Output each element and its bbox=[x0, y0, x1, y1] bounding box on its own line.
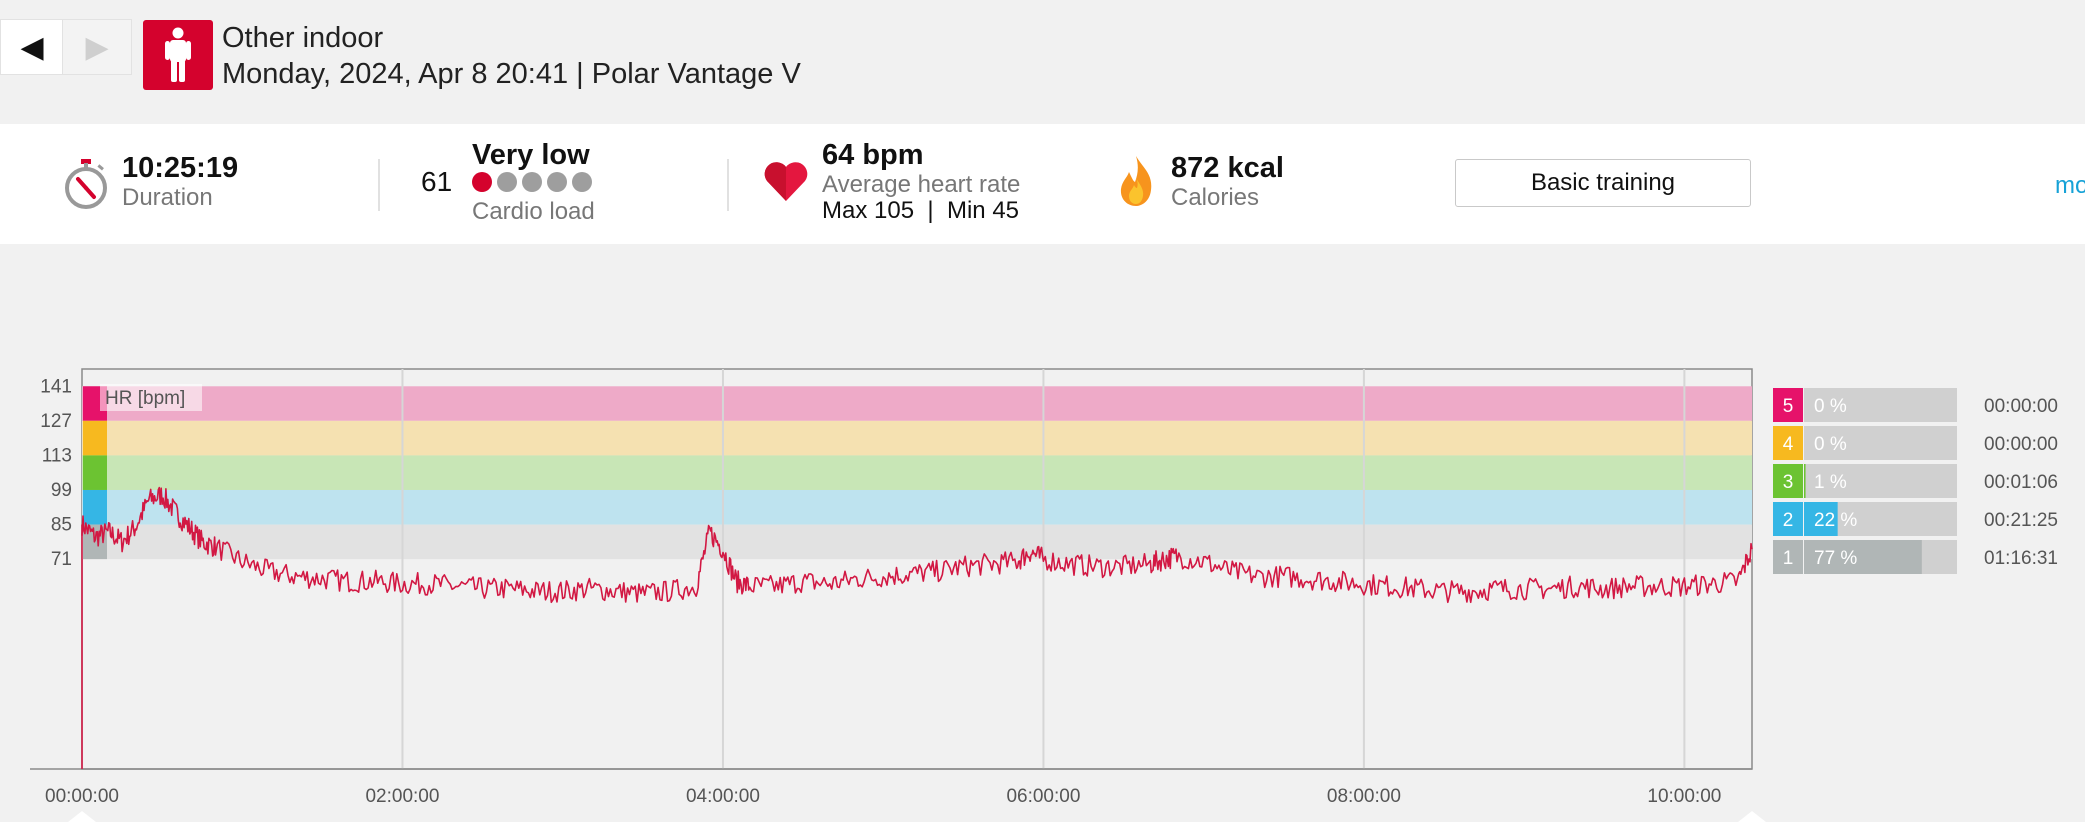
session-meta: Monday, 2024, Apr 8 20:41 | Polar Vantag… bbox=[222, 58, 801, 90]
person-standing-icon bbox=[143, 20, 213, 90]
x-tick-label: 08:00:00 bbox=[1327, 786, 1401, 807]
stopwatch-icon bbox=[62, 157, 110, 211]
cardio-load-label: Cardio load bbox=[472, 198, 595, 225]
range-handle-left[interactable] bbox=[68, 811, 96, 822]
zone-bar-track bbox=[1804, 426, 1957, 460]
x-tick-label: 00:00:00 bbox=[45, 786, 119, 807]
hr-series bbox=[81, 486, 1753, 769]
zone-bar-track bbox=[1804, 388, 1957, 422]
more-link[interactable]: mo bbox=[2055, 172, 2085, 199]
zone-band-3 bbox=[82, 455, 1752, 490]
cardio-load-dot bbox=[572, 172, 592, 192]
duration-label: Duration bbox=[122, 184, 213, 211]
x-tick-label: 06:00:00 bbox=[1006, 786, 1080, 807]
sport-name: Other indoor bbox=[222, 22, 384, 54]
zone-percent: 77 % bbox=[1814, 548, 1857, 569]
zone-band-4 bbox=[82, 420, 1752, 456]
hr-max: Max 105 bbox=[822, 197, 915, 224]
x-ticks: 00:00:00 02:00:00 04:00:00 06:00:00 08:00:00… bbox=[45, 786, 1721, 807]
zone-percent: 1 % bbox=[1814, 472, 1847, 493]
zone-badge-3 bbox=[1773, 464, 1803, 498]
grid-lines bbox=[401, 369, 1686, 769]
zone-number: 1 bbox=[1783, 548, 1794, 569]
hr-max-min: Max 105 | Min 45 bbox=[822, 197, 1019, 225]
y-tick-label: 141 bbox=[40, 376, 72, 397]
hr-chart: 141 127 113 99 85 71 00:00:00 02:00:00 04:00:00… bbox=[30, 368, 2058, 822]
zone-number: 3 bbox=[1783, 472, 1794, 493]
zone-percent: 0 % bbox=[1814, 434, 1847, 455]
y-tick-label: 113 bbox=[42, 445, 72, 466]
training-benefit-button[interactable]: Basic training bbox=[1455, 159, 1751, 207]
cardio-load-value: 61 bbox=[421, 166, 453, 197]
zone-badge-2 bbox=[1773, 502, 1803, 536]
zone-time: 00:00:00 bbox=[1984, 396, 2058, 417]
cardio-load-level: Very low bbox=[472, 139, 590, 171]
x-tick-label: 02:00:00 bbox=[365, 786, 439, 807]
cardio-load-dot bbox=[472, 172, 492, 192]
zone-time: 00:00:00 bbox=[1984, 434, 2058, 455]
zone-bar-track bbox=[1804, 464, 1957, 498]
zone-marker-3 bbox=[83, 455, 107, 490]
zone-bar-fill bbox=[1804, 464, 1806, 498]
zone-summary-panel: 5 0 % 00:00:00 4 0 % 00:00:00 3 1 % 00:01:06 2 22 … bbox=[1773, 388, 2058, 574]
back-button[interactable]: ◀ bbox=[0, 19, 64, 75]
cardio-load-dot bbox=[522, 172, 542, 192]
cardio-load-dot bbox=[547, 172, 567, 192]
range-handle-right[interactable] bbox=[1738, 811, 1766, 822]
zone-percent: 0 % bbox=[1814, 396, 1847, 417]
divider bbox=[727, 159, 729, 211]
zone-time: 00:21:25 bbox=[1984, 510, 2058, 531]
duration-value: 10:25:19 bbox=[122, 152, 239, 184]
hr-min: Min 45 bbox=[946, 197, 1020, 224]
zone-number: 4 bbox=[1783, 434, 1794, 455]
cardio-load-dot bbox=[497, 172, 517, 192]
hr-separator: | bbox=[927, 197, 934, 224]
zone-badge-4 bbox=[1773, 426, 1803, 460]
zone-percent: 22 % bbox=[1814, 510, 1857, 531]
y-tick-label: 85 bbox=[51, 515, 72, 536]
zone-band-2 bbox=[82, 489, 1752, 525]
calories-label: Calories bbox=[1171, 184, 1260, 211]
summary-panel: 10:25:19 Duration 61 Very low Cardio loa… bbox=[0, 124, 2085, 244]
x-tick-label: 04:00:00 bbox=[686, 786, 760, 807]
zone-band-5 bbox=[82, 386, 1752, 421]
chart-legend: HR [bpm] bbox=[100, 384, 202, 411]
zone-marker-2 bbox=[83, 489, 107, 525]
y-ticks: 141 127 113 99 85 71 bbox=[40, 376, 72, 570]
zone-bands bbox=[82, 386, 1752, 560]
calories-value: 872 kcal bbox=[1171, 152, 1284, 184]
y-tick-label: 71 bbox=[51, 549, 72, 570]
y-tick-label: 99 bbox=[51, 480, 72, 501]
zone-badge-5 bbox=[1773, 388, 1803, 422]
avg-hr-label: Average heart rate bbox=[822, 171, 1021, 198]
forward-button[interactable]: ▶ bbox=[62, 19, 132, 75]
heart-icon bbox=[763, 159, 809, 203]
legend-label: HR [bpm] bbox=[105, 388, 185, 409]
zone-number: 2 bbox=[1783, 510, 1794, 531]
y-tick-label: 127 bbox=[40, 411, 72, 432]
zone-badge-1 bbox=[1773, 540, 1803, 574]
zone-bar-fill bbox=[1804, 540, 1922, 574]
zone-number: 5 bbox=[1783, 396, 1794, 417]
zone-time: 00:01:06 bbox=[1984, 472, 2058, 493]
avg-hr-value: 64 bpm bbox=[822, 139, 924, 171]
flame-icon bbox=[1117, 154, 1155, 208]
cardio-load-dots bbox=[472, 172, 592, 192]
divider bbox=[378, 159, 380, 211]
hr-line bbox=[81, 486, 1753, 604]
forward-arrow-icon: ▶ bbox=[85, 29, 109, 65]
zone-bar-fill bbox=[1804, 502, 1838, 536]
x-tick-label: 10:00:00 bbox=[1647, 786, 1721, 807]
zone-time: 01:16:31 bbox=[1984, 548, 2058, 569]
zone-band-1 bbox=[82, 524, 1752, 560]
zone-marker-4 bbox=[83, 420, 107, 456]
back-arrow-icon: ◀ bbox=[20, 29, 44, 65]
